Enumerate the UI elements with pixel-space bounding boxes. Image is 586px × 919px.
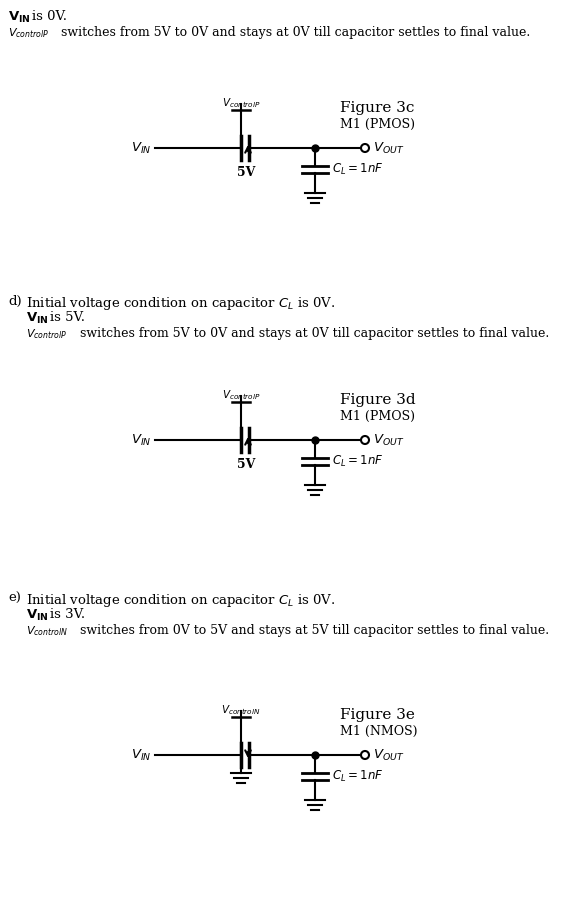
Text: $V_{OUT}$: $V_{OUT}$ bbox=[373, 433, 404, 448]
Text: $V_{controlP}$: $V_{controlP}$ bbox=[8, 26, 49, 40]
Text: Figure 3c: Figure 3c bbox=[340, 101, 414, 115]
Text: $V_{IN}$: $V_{IN}$ bbox=[131, 747, 151, 763]
Text: Initial voltage condition on capacitor $C_L$ is 0V.: Initial voltage condition on capacitor $… bbox=[26, 295, 335, 312]
Text: $V_{IN}$: $V_{IN}$ bbox=[131, 141, 151, 155]
Text: $C_L= 1nF$: $C_L= 1nF$ bbox=[332, 453, 383, 469]
Text: $V_{OUT}$: $V_{OUT}$ bbox=[373, 141, 404, 155]
Text: Initial voltage condition on capacitor $C_L$ is 0V.: Initial voltage condition on capacitor $… bbox=[26, 592, 335, 609]
Text: $V_{controlP}$: $V_{controlP}$ bbox=[222, 96, 260, 109]
Text: 5V: 5V bbox=[237, 166, 255, 179]
Text: $C_L= 1nF$: $C_L= 1nF$ bbox=[332, 162, 383, 176]
Text: switches from 5V to 0V and stays at 0V till capacitor settles to final value.: switches from 5V to 0V and stays at 0V t… bbox=[61, 26, 530, 39]
Text: d): d) bbox=[8, 295, 22, 308]
Text: is 5V.: is 5V. bbox=[50, 311, 85, 324]
Text: $V_{controlP}$: $V_{controlP}$ bbox=[26, 327, 67, 341]
Text: 5V: 5V bbox=[237, 458, 255, 471]
Text: is 0V.: is 0V. bbox=[32, 10, 67, 23]
Text: Figure 3d: Figure 3d bbox=[340, 393, 415, 407]
Text: M1 (NMOS): M1 (NMOS) bbox=[340, 724, 417, 738]
Text: $C_L= 1nF$: $C_L= 1nF$ bbox=[332, 768, 383, 784]
Text: $V_{OUT}$: $V_{OUT}$ bbox=[373, 747, 404, 763]
Text: $\mathbf{V_{IN}}$: $\mathbf{V_{IN}}$ bbox=[8, 10, 31, 25]
Text: $\mathbf{V_{IN}}$: $\mathbf{V_{IN}}$ bbox=[26, 311, 49, 326]
Text: e): e) bbox=[8, 592, 21, 605]
Text: switches from 0V to 5V and stays at 5V till capacitor settles to final value.: switches from 0V to 5V and stays at 5V t… bbox=[80, 624, 549, 637]
Text: M1 (PMOS): M1 (PMOS) bbox=[340, 410, 415, 423]
Text: $\mathbf{V_{IN}}$: $\mathbf{V_{IN}}$ bbox=[26, 608, 49, 623]
Text: is 3V.: is 3V. bbox=[50, 608, 85, 621]
Text: $V_{IN}$: $V_{IN}$ bbox=[131, 433, 151, 448]
Text: $V_{controlN}$: $V_{controlN}$ bbox=[221, 703, 261, 717]
Text: switches from 5V to 0V and stays at 0V till capacitor settles to final value.: switches from 5V to 0V and stays at 0V t… bbox=[80, 327, 549, 340]
Text: $V_{controlP}$: $V_{controlP}$ bbox=[222, 388, 260, 402]
Text: M1 (PMOS): M1 (PMOS) bbox=[340, 118, 415, 130]
Text: Figure 3e: Figure 3e bbox=[340, 708, 415, 722]
Text: $V_{controlN}$: $V_{controlN}$ bbox=[26, 624, 69, 638]
